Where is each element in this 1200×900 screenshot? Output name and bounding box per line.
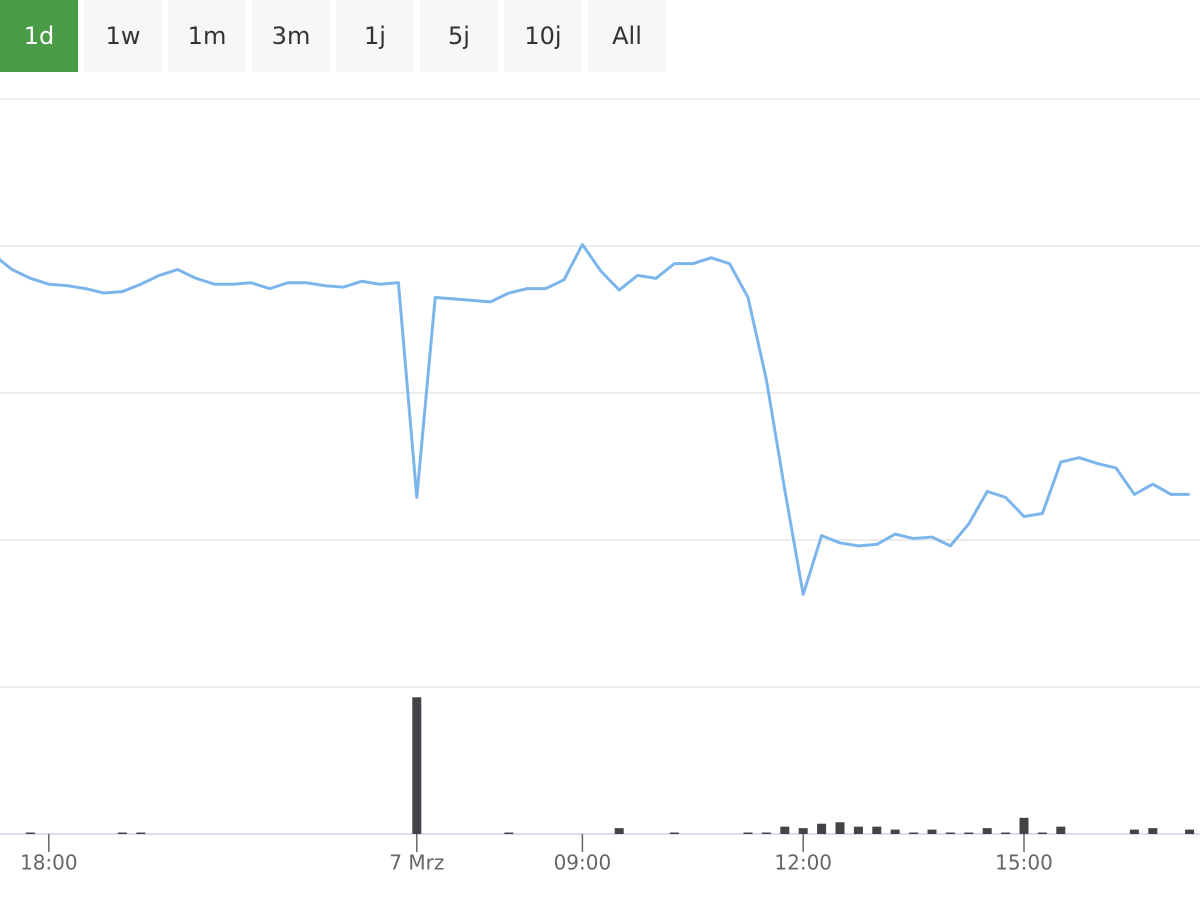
range-button[interactable]: All: [588, 0, 666, 72]
volume-bar: [136, 832, 146, 834]
volume-bar: [982, 828, 992, 834]
volume-bar: [1148, 828, 1158, 834]
volume-bar: [412, 697, 422, 834]
volume-bar: [669, 832, 679, 834]
range-button[interactable]: 1m: [168, 0, 246, 72]
volume-bar: [853, 826, 863, 834]
volume-bar: [614, 828, 624, 834]
range-button[interactable]: 1d: [0, 0, 78, 72]
volume-bar: [1037, 832, 1047, 834]
volume-bar: [1056, 826, 1066, 834]
range-button[interactable]: 1j: [336, 0, 414, 72]
volume-bar: [1185, 829, 1195, 834]
volume-bar: [872, 826, 882, 834]
x-tick-label: 7 Mrz: [389, 851, 444, 875]
volume-bar: [835, 822, 845, 834]
volume-bar: [798, 828, 808, 834]
volume-bar: [927, 829, 937, 834]
volume-bar: [780, 826, 790, 834]
range-button[interactable]: 3m: [252, 0, 330, 72]
range-button[interactable]: 5j: [420, 0, 498, 72]
volume-bar: [743, 832, 753, 834]
range-button[interactable]: 10j: [504, 0, 582, 72]
x-tick-label: 15:00: [995, 851, 1053, 875]
volume-bar: [504, 832, 514, 834]
volume-bar: [909, 832, 919, 834]
volume-bar: [1019, 817, 1029, 834]
volume-bar: [945, 832, 955, 834]
x-tick-label: 18:00: [20, 851, 78, 875]
volume-bar: [890, 829, 900, 834]
volume-bar: [1001, 832, 1011, 834]
volume-bar: [817, 823, 827, 834]
volume-bar: [964, 832, 974, 834]
volume-bar: [761, 832, 771, 834]
volume-bar: [1129, 829, 1139, 834]
price-line: [0, 243, 1190, 596]
volume-bar: [117, 832, 127, 834]
volume-bar: [25, 832, 35, 834]
range-button[interactable]: 1w: [84, 0, 162, 72]
x-tick-label: 12:00: [774, 851, 832, 875]
x-tick-label: 09:00: [554, 851, 612, 875]
